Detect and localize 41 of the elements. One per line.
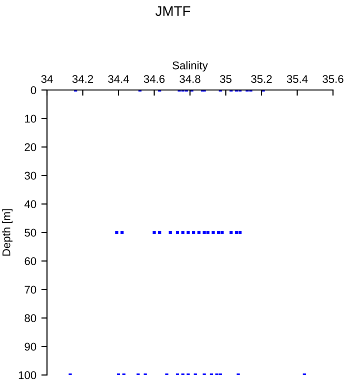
point bbox=[192, 230, 196, 234]
y-tick-label: 100 bbox=[18, 371, 36, 380]
point bbox=[115, 230, 118, 234]
point bbox=[176, 230, 180, 234]
point bbox=[230, 230, 233, 234]
x-axis-title: Salinity bbox=[172, 61, 208, 72]
point bbox=[120, 230, 124, 234]
x-tick-label: 35.2 bbox=[251, 75, 272, 83]
point bbox=[238, 230, 242, 234]
point bbox=[186, 230, 190, 234]
point bbox=[206, 230, 210, 234]
x-tick-label: 34.6 bbox=[144, 75, 165, 83]
x-tick-label: 35.6 bbox=[322, 75, 344, 83]
y-tick-label: 70 bbox=[24, 286, 36, 294]
y-tick-label: 30 bbox=[24, 172, 36, 180]
point bbox=[234, 230, 238, 234]
y-tick-label: 50 bbox=[24, 228, 36, 237]
point bbox=[197, 230, 200, 234]
x-tick-label: 34.2 bbox=[72, 75, 94, 83]
y-tick-label: 90 bbox=[24, 342, 36, 351]
y-tick-label: 40 bbox=[24, 200, 36, 208]
point bbox=[181, 230, 184, 234]
y-tick-label: 80 bbox=[24, 314, 36, 322]
y-axis-title: Depth [m] bbox=[2, 209, 12, 256]
point bbox=[152, 230, 156, 234]
x-tick-label: 34 bbox=[41, 75, 53, 83]
y-tick-label: 10 bbox=[25, 114, 36, 123]
y-tick-label: 60 bbox=[24, 257, 36, 266]
point bbox=[220, 230, 224, 234]
point bbox=[168, 230, 172, 234]
point bbox=[158, 230, 162, 234]
point bbox=[212, 230, 215, 234]
point bbox=[217, 230, 220, 234]
x-tick-label: 35.4 bbox=[286, 75, 308, 83]
y-tick-label: 0 bbox=[30, 86, 36, 94]
x-tick-label: 35 bbox=[220, 75, 232, 83]
point bbox=[202, 230, 206, 234]
y-tick-label: 20 bbox=[24, 143, 36, 152]
x-tick-label: 34.4 bbox=[108, 75, 129, 83]
x-tick-label: 34.8 bbox=[180, 75, 200, 83]
chart-title: JMTF bbox=[155, 6, 190, 16]
